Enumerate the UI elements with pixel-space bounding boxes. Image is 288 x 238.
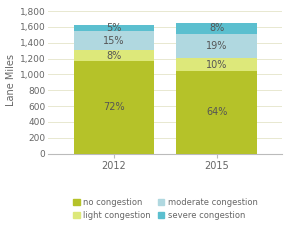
Bar	[176, 23, 257, 34]
Bar	[176, 71, 257, 154]
Text: 8%: 8%	[107, 50, 122, 60]
Bar	[176, 58, 257, 71]
Y-axis label: Lane Miles: Lane Miles	[5, 54, 16, 106]
Bar	[74, 50, 154, 61]
Bar	[74, 61, 154, 154]
Legend: no congestion, light congestion, moderate congestion, severe congestion: no congestion, light congestion, moderat…	[70, 195, 261, 224]
Text: 19%: 19%	[206, 41, 227, 51]
Bar	[74, 25, 154, 31]
Text: 10%: 10%	[206, 60, 227, 69]
Text: 64%: 64%	[206, 107, 227, 117]
Text: 5%: 5%	[107, 23, 122, 33]
Text: 72%: 72%	[103, 102, 125, 112]
Text: 8%: 8%	[209, 23, 224, 33]
Text: 15%: 15%	[103, 36, 125, 46]
Bar	[176, 34, 257, 58]
Bar	[74, 31, 154, 50]
